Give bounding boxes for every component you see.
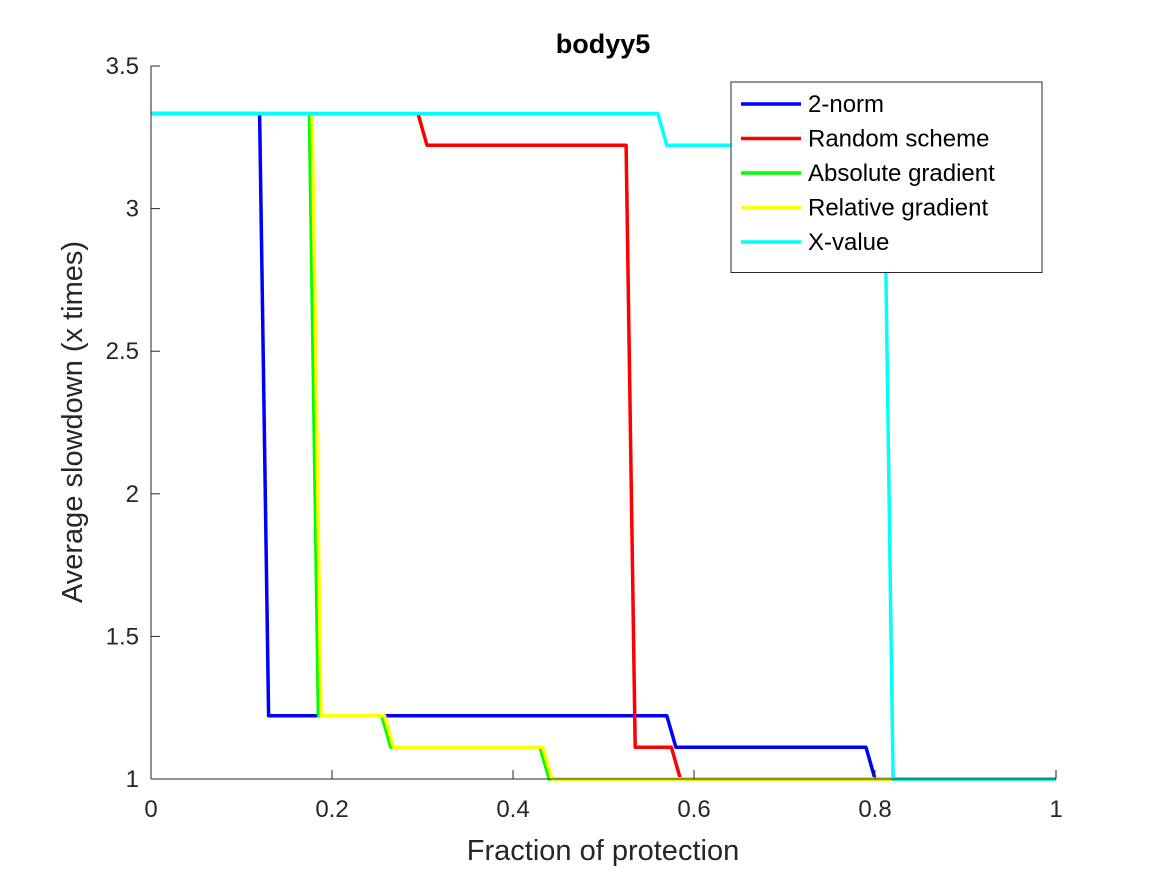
legend-label: Relative gradient: [808, 195, 988, 222]
x-tick-label: 0.8: [858, 796, 891, 823]
y-tick-label: 3: [126, 196, 139, 223]
y-tick-label: 2.5: [106, 338, 139, 365]
x-tick-label: 1: [1049, 796, 1062, 823]
series-line-2: [151, 111, 1056, 781]
series-line-1: [151, 111, 1056, 781]
y-tick-label: 1.5: [106, 623, 139, 650]
legend-label: X-value: [808, 229, 889, 256]
y-axis-label: Average slowdown (x times): [57, 241, 89, 603]
legend-label: Random scheme: [808, 126, 989, 153]
series-line-4: [151, 111, 1056, 781]
series-line-3: [151, 111, 1056, 781]
x-tick-label: 0: [144, 796, 157, 823]
legend-label: Absolute gradient: [808, 160, 995, 187]
x-axis-label: Fraction of protection: [467, 835, 739, 867]
y-tick-label: 2: [126, 481, 139, 508]
chart-title: bodyy5: [556, 29, 651, 59]
x-tick-label: 0.2: [315, 796, 348, 823]
legend: 2-norm Random scheme Absolute gradient Rela…: [730, 81, 1043, 273]
x-tick-label: 0.4: [496, 796, 529, 823]
axes-layer: 0 0.2 0.4 0.6 0.8 1 1 1.5 2 2.5 3 3.5: [106, 53, 1063, 823]
legend-label: 2-norm: [808, 91, 884, 118]
y-tick-label: 1: [126, 766, 139, 793]
y-tick-label: 3.5: [106, 53, 139, 80]
x-tick-label: 0.6: [677, 796, 710, 823]
